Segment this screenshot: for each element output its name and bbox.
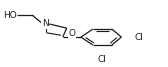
Text: Cl: Cl [98, 55, 107, 64]
Text: O: O [68, 29, 75, 38]
Text: N: N [42, 19, 48, 28]
Text: HO: HO [3, 11, 17, 20]
Text: Cl: Cl [135, 33, 144, 42]
